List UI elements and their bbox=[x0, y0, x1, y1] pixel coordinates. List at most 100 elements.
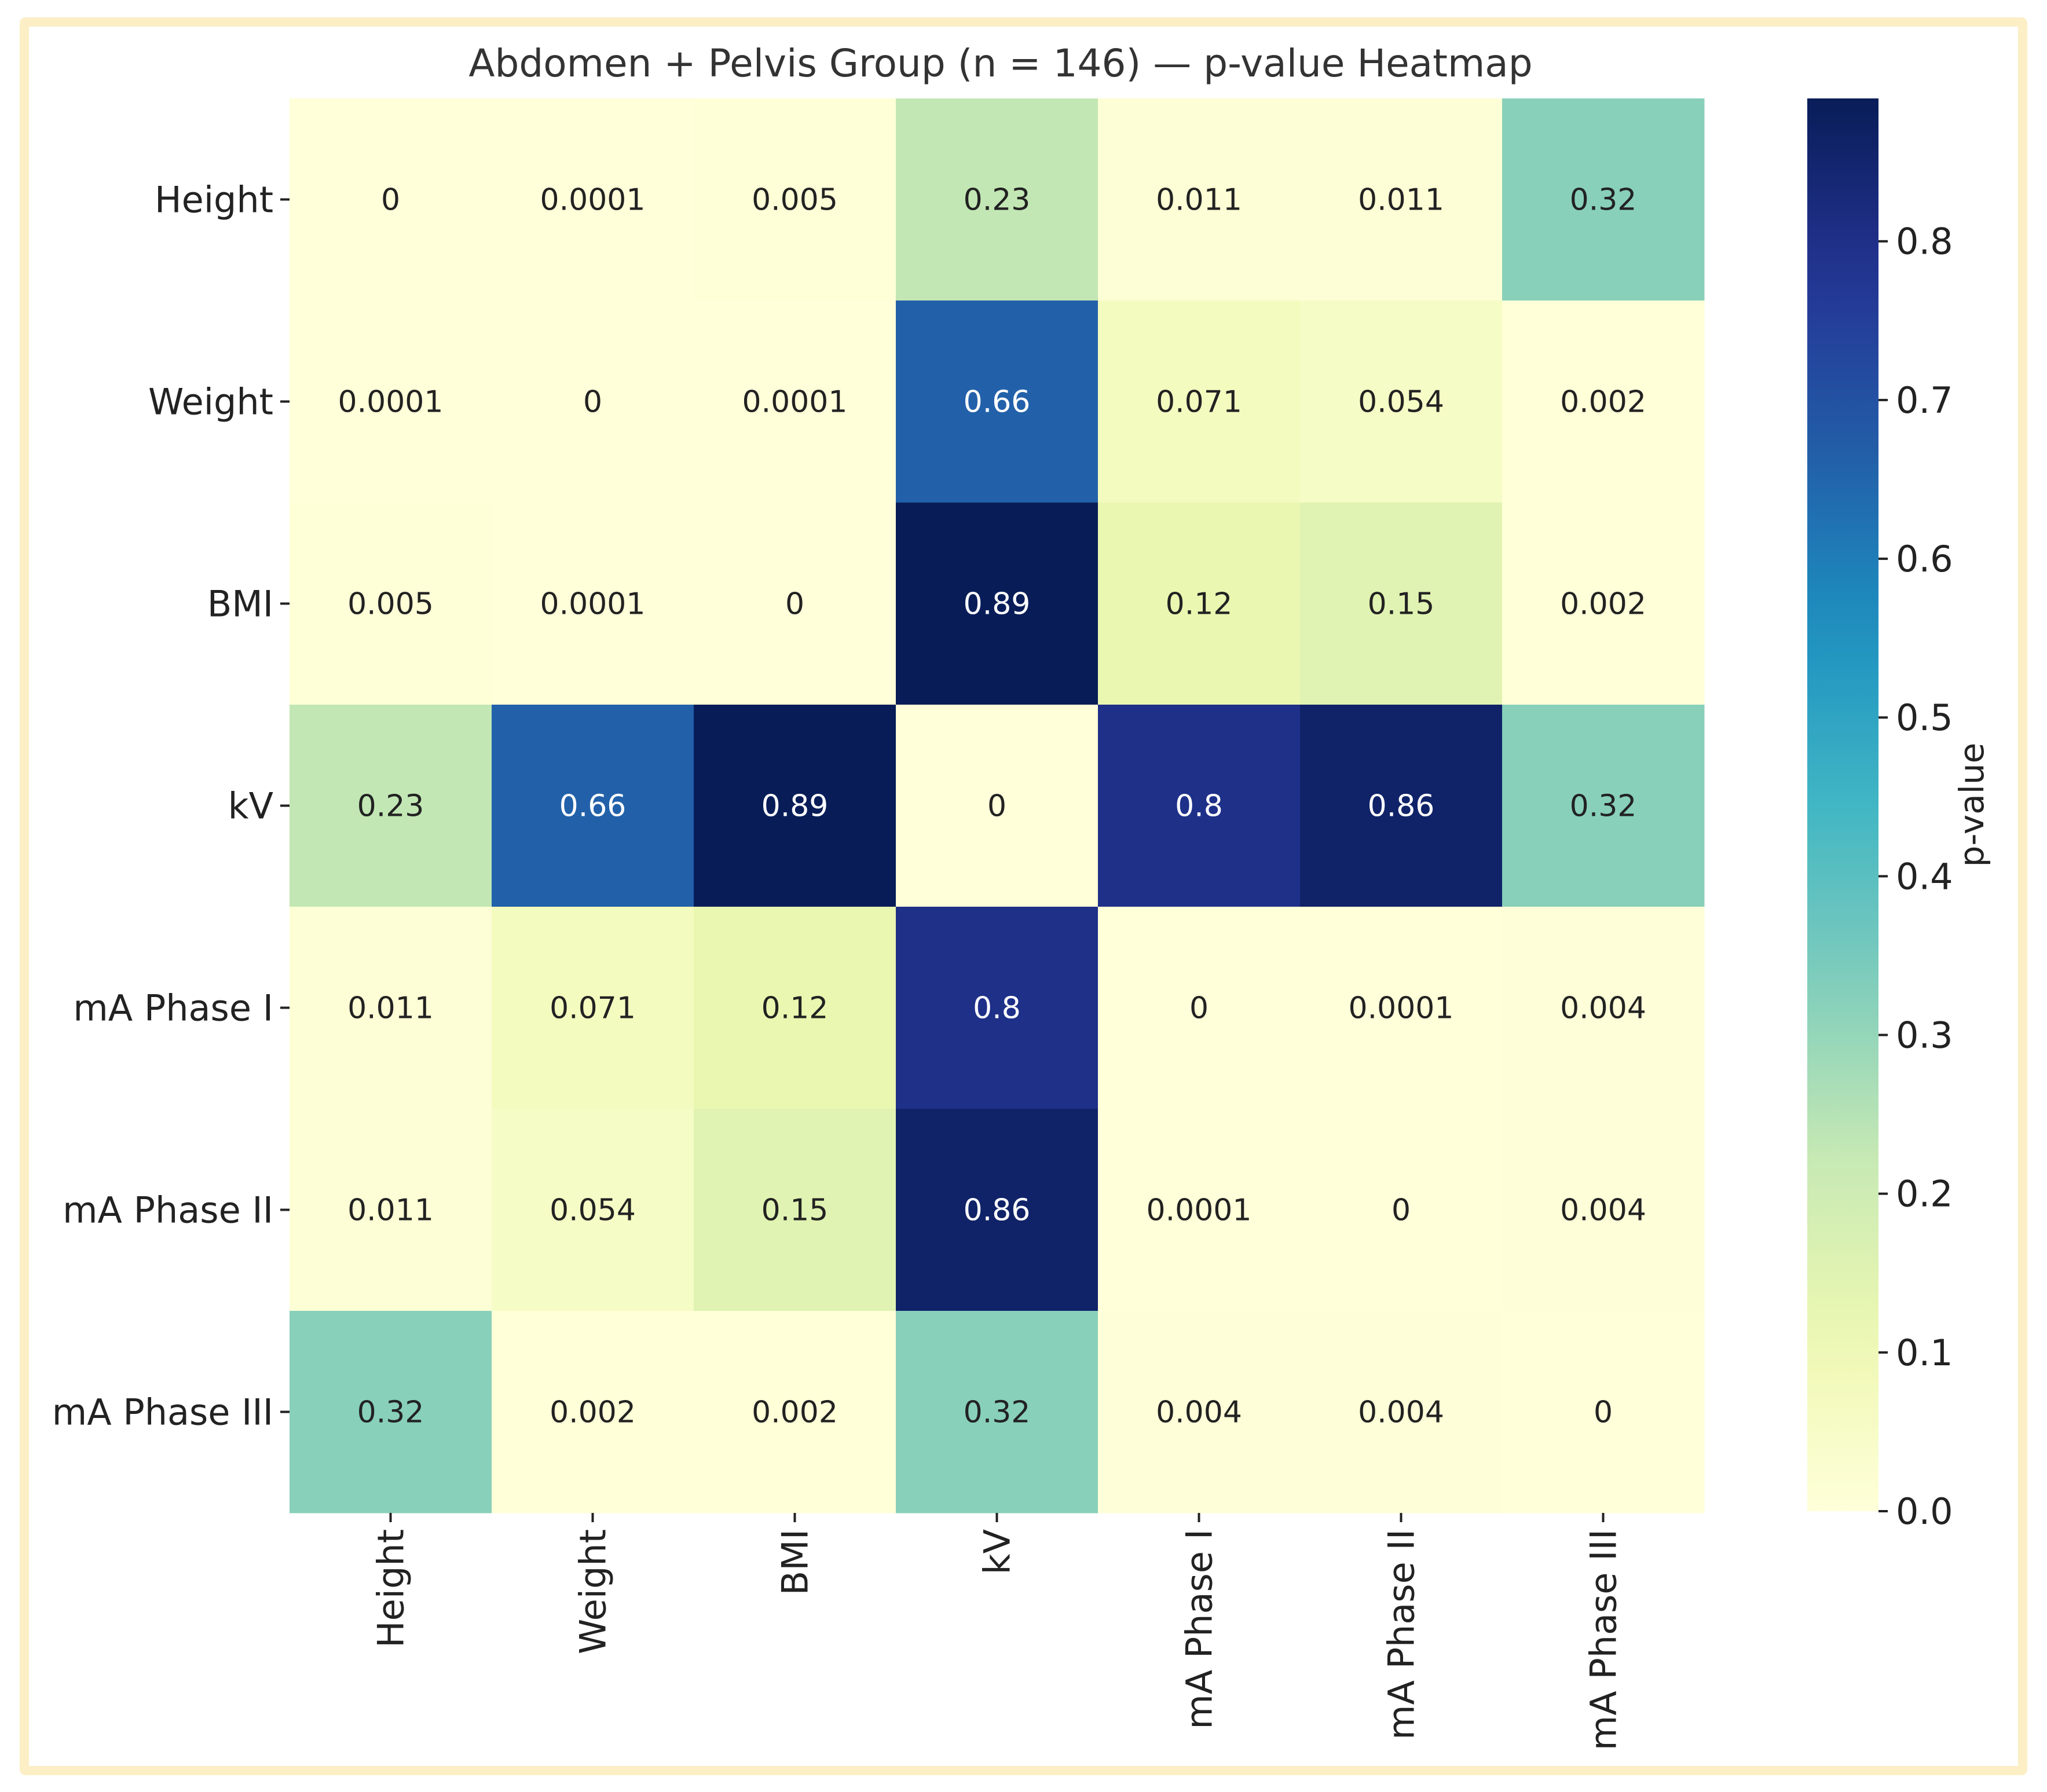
cell-value-label: 0.66 bbox=[559, 789, 627, 824]
heatmap-cell bbox=[1300, 1311, 1503, 1514]
cell-value-label: 0.15 bbox=[761, 1193, 829, 1228]
heatmap-cell bbox=[1300, 907, 1503, 1109]
heatmap-cell bbox=[1502, 301, 1705, 503]
heatmap-cell bbox=[290, 907, 492, 1109]
cell-value-label: 0.002 bbox=[1560, 385, 1646, 420]
cell-value-label: 0.002 bbox=[1560, 587, 1646, 622]
cell-value-label: 0.005 bbox=[347, 587, 434, 622]
heatmap-cell bbox=[1502, 705, 1705, 907]
heatmap-cell bbox=[694, 1311, 896, 1514]
cell-value-label: 0.32 bbox=[357, 1395, 424, 1430]
cell-value-label: 0.0001 bbox=[1349, 991, 1454, 1026]
x-tick-label: BMI bbox=[774, 1529, 816, 1595]
cell-value-label: 0.005 bbox=[752, 183, 838, 218]
heatmap-cell bbox=[694, 705, 896, 907]
cell-value-label: 0.89 bbox=[964, 587, 1031, 622]
colorbar-tick-label: 0.6 bbox=[1896, 538, 1953, 580]
cell-value-label: 0.054 bbox=[550, 1193, 636, 1228]
colorbar-tick-label: 0.2 bbox=[1896, 1173, 1953, 1215]
heatmap-cell bbox=[1300, 1109, 1503, 1311]
heatmap-cell bbox=[492, 98, 694, 301]
cell-value-label: 0.011 bbox=[347, 1193, 434, 1228]
cell-value-label: 0.0001 bbox=[540, 587, 646, 622]
heatmap-cells: 0 0.0001 0.005 0.23 0.011 0.011 0.32 0.0001 0 0.0… bbox=[290, 98, 1705, 1514]
cell-value-label: 0.32 bbox=[964, 1395, 1031, 1430]
heatmap-cell bbox=[1502, 1311, 1705, 1514]
heatmap-cell bbox=[1098, 1311, 1301, 1514]
x-tick-label: mA Phase II bbox=[1380, 1529, 1423, 1740]
cell-value-label: 0.86 bbox=[964, 1193, 1031, 1228]
heatmap-cell bbox=[290, 705, 492, 907]
cell-value-label: 0.054 bbox=[1358, 385, 1444, 420]
y-tick-label: mA Phase II bbox=[63, 1189, 273, 1232]
heatmap-cell bbox=[1098, 301, 1301, 503]
heatmap-cell bbox=[492, 301, 694, 503]
heatmap-cell bbox=[492, 1109, 694, 1311]
heatmap-cell bbox=[1300, 301, 1503, 503]
x-tick-label: mA Phase III bbox=[1583, 1529, 1625, 1750]
colorbar-tick-label: 0.5 bbox=[1896, 697, 1953, 739]
colorbar-tick-label: 0.1 bbox=[1896, 1332, 1953, 1374]
heatmap-cell bbox=[694, 98, 896, 301]
y-tick-label: Height bbox=[155, 179, 273, 221]
heatmap-cell bbox=[492, 705, 694, 907]
cell-value-label: 0.0001 bbox=[338, 385, 444, 420]
heatmap-cell bbox=[896, 1311, 1098, 1514]
cell-value-label: 0.004 bbox=[1560, 1193, 1646, 1228]
cell-value-label: 0 bbox=[381, 183, 400, 218]
heatmap-cell bbox=[290, 1109, 492, 1311]
heatmap-cell bbox=[896, 301, 1098, 503]
heatmap-cell bbox=[492, 503, 694, 705]
cell-value-label: 0 bbox=[1189, 991, 1209, 1026]
cell-value-label: 0.32 bbox=[1570, 183, 1637, 218]
heatmap-cell bbox=[1098, 98, 1301, 301]
heatmap-cell bbox=[290, 1311, 492, 1514]
heatmap-cell bbox=[1502, 503, 1705, 705]
heatmap-cell bbox=[896, 907, 1098, 1109]
y-tick-label: mA Phase I bbox=[73, 987, 273, 1029]
heatmap-cell bbox=[492, 1311, 694, 1514]
heatmap-cell bbox=[1502, 907, 1705, 1109]
heatmap-cell bbox=[290, 503, 492, 705]
cell-value-label: 0.071 bbox=[1156, 385, 1242, 420]
cell-value-label: 0.004 bbox=[1358, 1395, 1444, 1430]
cell-value-label: 0 bbox=[583, 385, 602, 420]
colorbar-tick-label: 0.4 bbox=[1896, 855, 1953, 897]
cell-value-label: 0.071 bbox=[550, 991, 636, 1026]
heatmap-cell bbox=[694, 907, 896, 1109]
y-tick-label: BMI bbox=[207, 583, 273, 625]
heatmap-cell bbox=[896, 503, 1098, 705]
heatmap-cell bbox=[1502, 1109, 1705, 1311]
y-tick-label: mA Phase III bbox=[52, 1391, 273, 1434]
cell-value-label: 0.002 bbox=[550, 1395, 636, 1430]
cell-value-label: 0.32 bbox=[1570, 789, 1637, 824]
cell-value-label: 0.0001 bbox=[540, 183, 646, 218]
colorbar-ticks: 0.0 0.1 0.2 0.3 0.4 0.5 0.6 0.7 0.8 bbox=[1878, 221, 1953, 1533]
cell-value-label: 0.8 bbox=[1175, 789, 1223, 824]
cell-value-label: 0.12 bbox=[761, 991, 829, 1026]
cell-value-label: 0 bbox=[987, 789, 1006, 824]
x-tick-label: Weight bbox=[572, 1529, 614, 1654]
y-tick-label: Weight bbox=[148, 381, 273, 423]
heatmap-cell bbox=[1098, 1109, 1301, 1311]
heatmap-cell bbox=[1098, 907, 1301, 1109]
cell-value-label: 0.002 bbox=[752, 1395, 838, 1430]
cell-value-label: 0.12 bbox=[1166, 587, 1233, 622]
colorbar-tick-label: 0.3 bbox=[1896, 1014, 1953, 1057]
y-tick-label: kV bbox=[228, 785, 273, 827]
cell-value-label: 0.011 bbox=[1358, 183, 1444, 218]
colorbar-tick-label: 0.8 bbox=[1896, 221, 1953, 263]
cell-value-label: 0.0001 bbox=[1147, 1193, 1252, 1228]
cell-value-label: 0.23 bbox=[357, 789, 424, 824]
colorbar-tick-label: 0.0 bbox=[1896, 1490, 1953, 1533]
cell-value-label: 0.86 bbox=[1368, 789, 1435, 824]
colorbar-title: p-value bbox=[1952, 743, 1991, 867]
heatmap-cell bbox=[1502, 98, 1705, 301]
cell-value-label: 0.89 bbox=[761, 789, 829, 824]
heatmap-cell bbox=[1300, 503, 1503, 705]
heatmap-cell bbox=[896, 705, 1098, 907]
x-tick-label: Height bbox=[370, 1529, 412, 1648]
heatmap-cell bbox=[290, 301, 492, 503]
heatmap-cell bbox=[1098, 503, 1301, 705]
